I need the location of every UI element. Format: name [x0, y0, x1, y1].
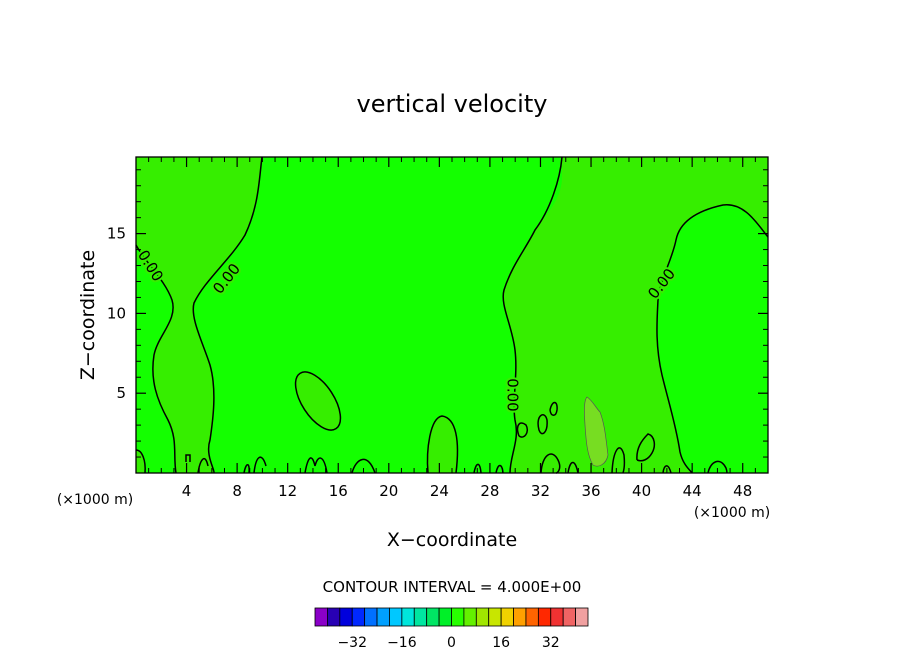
colorbar-cell	[537, 607, 552, 627]
zero-contour-cell-13km	[294, 371, 342, 431]
x-axis-label: X−coordinate	[387, 529, 517, 551]
colorbar-cell	[438, 607, 452, 627]
x-tick-label: 4	[182, 482, 192, 500]
positive-region-left	[136, 157, 262, 473]
x-axis: 4 8 12 16 20 24 28 32 36 40 44 48	[148, 157, 756, 500]
colorbar-cell	[475, 607, 490, 627]
colorbar-cell	[314, 607, 328, 627]
x-tick-label: 44	[683, 482, 702, 500]
colorbar-cell	[401, 607, 415, 627]
colorbar-cell	[525, 607, 539, 627]
chart-title: vertical velocity	[357, 90, 548, 118]
surface-wiggles	[185, 401, 728, 474]
positive-region-center-right	[503, 157, 768, 473]
colorbar-tick-label: 16	[492, 635, 510, 651]
colorbar-cell	[339, 607, 353, 627]
zero-contour-right	[502, 156, 563, 474]
x-tick-label: 20	[379, 482, 398, 500]
colorbar-cell	[513, 607, 527, 627]
y-axis-label: Z−coordinate	[77, 250, 99, 380]
y-axis: 5 10 15	[107, 169, 768, 458]
x-tick-label: 24	[430, 482, 449, 500]
colorbar-tick-label: 0	[447, 635, 456, 651]
zero-contours	[135, 156, 769, 474]
zero-contour-left	[192, 156, 263, 474]
y-tick-label: 5	[116, 384, 126, 402]
colorbar-tick-label: −16	[387, 635, 417, 651]
x-unit-left: (×1000 m)	[57, 492, 133, 508]
colorbar-tick-label: −32	[337, 635, 367, 651]
x-tick-label: 12	[278, 482, 297, 500]
x-tick-label: 40	[632, 482, 651, 500]
y-tick-label: 15	[107, 225, 126, 243]
x-tick-label: 16	[329, 482, 348, 500]
colorbar-cell	[389, 607, 403, 627]
positive-cell-13km	[295, 371, 341, 431]
strong-updraft-region	[584, 396, 609, 467]
colorbar-cell	[575, 607, 589, 627]
colorbar-cell	[550, 607, 564, 627]
y-tick-label: 10	[107, 304, 126, 322]
colorbar-cell	[426, 607, 440, 627]
x-tick-label: 36	[581, 482, 600, 500]
zero-contour-far-right	[656, 204, 769, 474]
x-tick-label: 28	[480, 482, 499, 500]
colorbar-cell	[500, 607, 514, 627]
colorbar-cell	[562, 607, 576, 627]
zero-contour-cell-2km	[135, 449, 146, 474]
x-tick-label: 48	[733, 482, 752, 500]
colorbar-cell	[327, 607, 341, 627]
colorbar-cell	[413, 607, 428, 627]
colorbar-cell	[488, 607, 502, 627]
colorbar	[314, 607, 589, 627]
zero-contour-left-inner	[135, 244, 177, 474]
positive-regions	[136, 157, 768, 473]
colorbar-tick-label: 32	[542, 635, 560, 651]
colorbar-cell	[376, 607, 390, 627]
positive-cell-2km	[136, 450, 146, 473]
colorbar-ticks: −32 −16 0 16 32	[337, 635, 559, 651]
x-tick-label: 32	[531, 482, 550, 500]
x-tick-label: 8	[232, 482, 242, 500]
colorbar-cell	[364, 607, 378, 627]
contour-interval-text: CONTOUR INTERVAL = 4.000E+00	[323, 578, 582, 596]
x-unit-right: (×1000 m)	[694, 505, 770, 521]
positive-cell-24km	[427, 416, 458, 473]
contour-label: 0.00	[504, 378, 522, 411]
colorbar-cell	[351, 607, 366, 627]
zero-contour-cell-24km	[426, 415, 459, 474]
colorbar-cell	[463, 607, 477, 627]
colorbar-cell	[451, 607, 465, 627]
